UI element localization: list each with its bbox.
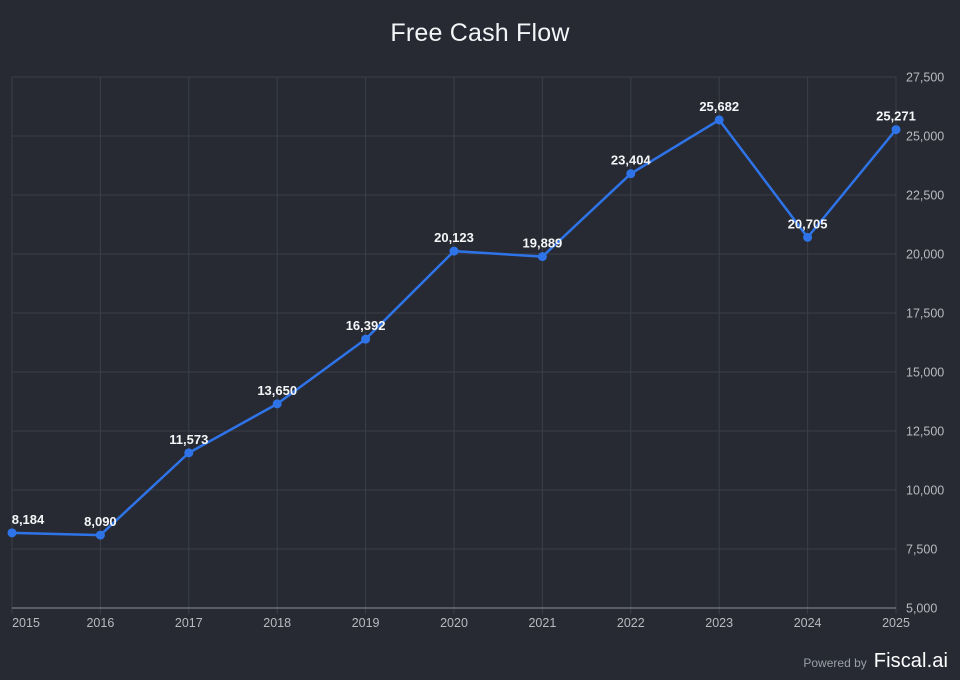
y-tick-label: 15,000 xyxy=(906,366,944,380)
data-point[interactable] xyxy=(891,125,901,135)
x-tick-label: 2015 xyxy=(12,616,40,630)
x-tick-label: 2021 xyxy=(528,616,556,630)
powered-by-label: Powered by xyxy=(803,656,867,670)
data-point[interactable] xyxy=(184,448,194,458)
data-point[interactable] xyxy=(626,169,636,179)
point-label: 16,392 xyxy=(346,318,386,333)
y-tick-label: 12,500 xyxy=(906,425,944,439)
x-tick-label: 2019 xyxy=(352,616,380,630)
y-tick-label: 25,000 xyxy=(906,130,944,144)
point-label: 20,705 xyxy=(788,216,828,231)
y-tick-label: 20,000 xyxy=(906,248,944,262)
chart-title: Free Cash Flow xyxy=(390,19,570,47)
x-tick-label: 2020 xyxy=(440,616,468,630)
data-point[interactable] xyxy=(95,530,105,540)
point-label: 19,889 xyxy=(523,236,563,251)
data-point[interactable] xyxy=(449,246,459,256)
y-tick-label: 22,500 xyxy=(906,189,944,203)
x-tick-label: 2017 xyxy=(175,616,203,630)
point-label: 11,573 xyxy=(169,432,208,447)
y-tick-label: 5,000 xyxy=(906,602,937,616)
x-tick-label: 2024 xyxy=(794,616,822,630)
point-label: 25,682 xyxy=(699,99,739,114)
data-point[interactable] xyxy=(272,399,282,409)
point-label: 8,090 xyxy=(84,514,117,529)
data-point[interactable] xyxy=(7,528,17,538)
data-point[interactable] xyxy=(537,252,547,262)
x-tick-label: 2016 xyxy=(86,616,114,630)
y-tick-label: 10,000 xyxy=(906,484,944,498)
point-label: 20,123 xyxy=(434,230,474,245)
data-point[interactable] xyxy=(714,115,724,125)
point-label: 23,404 xyxy=(611,153,652,168)
footer-attribution: Powered by Fiscal.ai xyxy=(803,650,948,673)
x-tick-label: 2018 xyxy=(263,616,291,630)
data-point[interactable] xyxy=(803,232,813,242)
y-tick-label: 7,500 xyxy=(906,543,937,557)
y-tick-label: 17,500 xyxy=(906,307,944,321)
point-label: 25,271 xyxy=(876,109,916,124)
x-tick-label: 2023 xyxy=(705,616,733,630)
fiscal-ai-logo[interactable]: Fiscal.ai xyxy=(873,650,948,672)
y-tick-label: 27,500 xyxy=(906,71,944,85)
data-point[interactable] xyxy=(361,334,371,344)
x-tick-label: 2025 xyxy=(882,616,910,630)
point-label: 13,650 xyxy=(257,383,297,398)
x-tick-label: 2022 xyxy=(617,616,645,630)
point-label: 8,184 xyxy=(12,512,45,527)
